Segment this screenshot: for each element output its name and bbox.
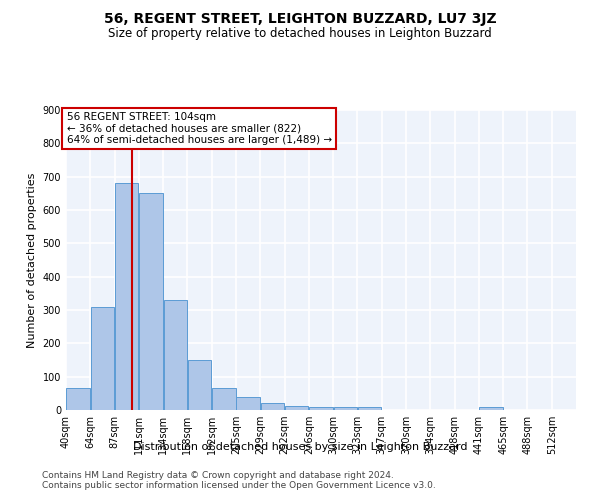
Text: 56 REGENT STREET: 104sqm
← 36% of detached houses are smaller (822)
64% of semi-: 56 REGENT STREET: 104sqm ← 36% of detach…: [67, 112, 332, 145]
Text: Size of property relative to detached houses in Leighton Buzzard: Size of property relative to detached ho…: [108, 28, 492, 40]
Y-axis label: Number of detached properties: Number of detached properties: [27, 172, 37, 348]
Bar: [188, 360, 211, 410]
Text: Contains HM Land Registry data © Crown copyright and database right 2024.
Contai: Contains HM Land Registry data © Crown c…: [42, 470, 436, 490]
Bar: [334, 406, 357, 410]
Bar: [479, 406, 503, 410]
Bar: [260, 402, 284, 410]
Bar: [212, 388, 236, 410]
Bar: [309, 406, 333, 410]
Bar: [236, 398, 260, 410]
Bar: [67, 388, 90, 410]
Bar: [91, 306, 114, 410]
Text: Distribution of detached houses by size in Leighton Buzzard: Distribution of detached houses by size …: [133, 442, 467, 452]
Bar: [115, 184, 139, 410]
Bar: [358, 406, 382, 410]
Bar: [285, 406, 308, 410]
Text: 56, REGENT STREET, LEIGHTON BUZZARD, LU7 3JZ: 56, REGENT STREET, LEIGHTON BUZZARD, LU7…: [104, 12, 496, 26]
Bar: [164, 300, 187, 410]
Bar: [139, 194, 163, 410]
